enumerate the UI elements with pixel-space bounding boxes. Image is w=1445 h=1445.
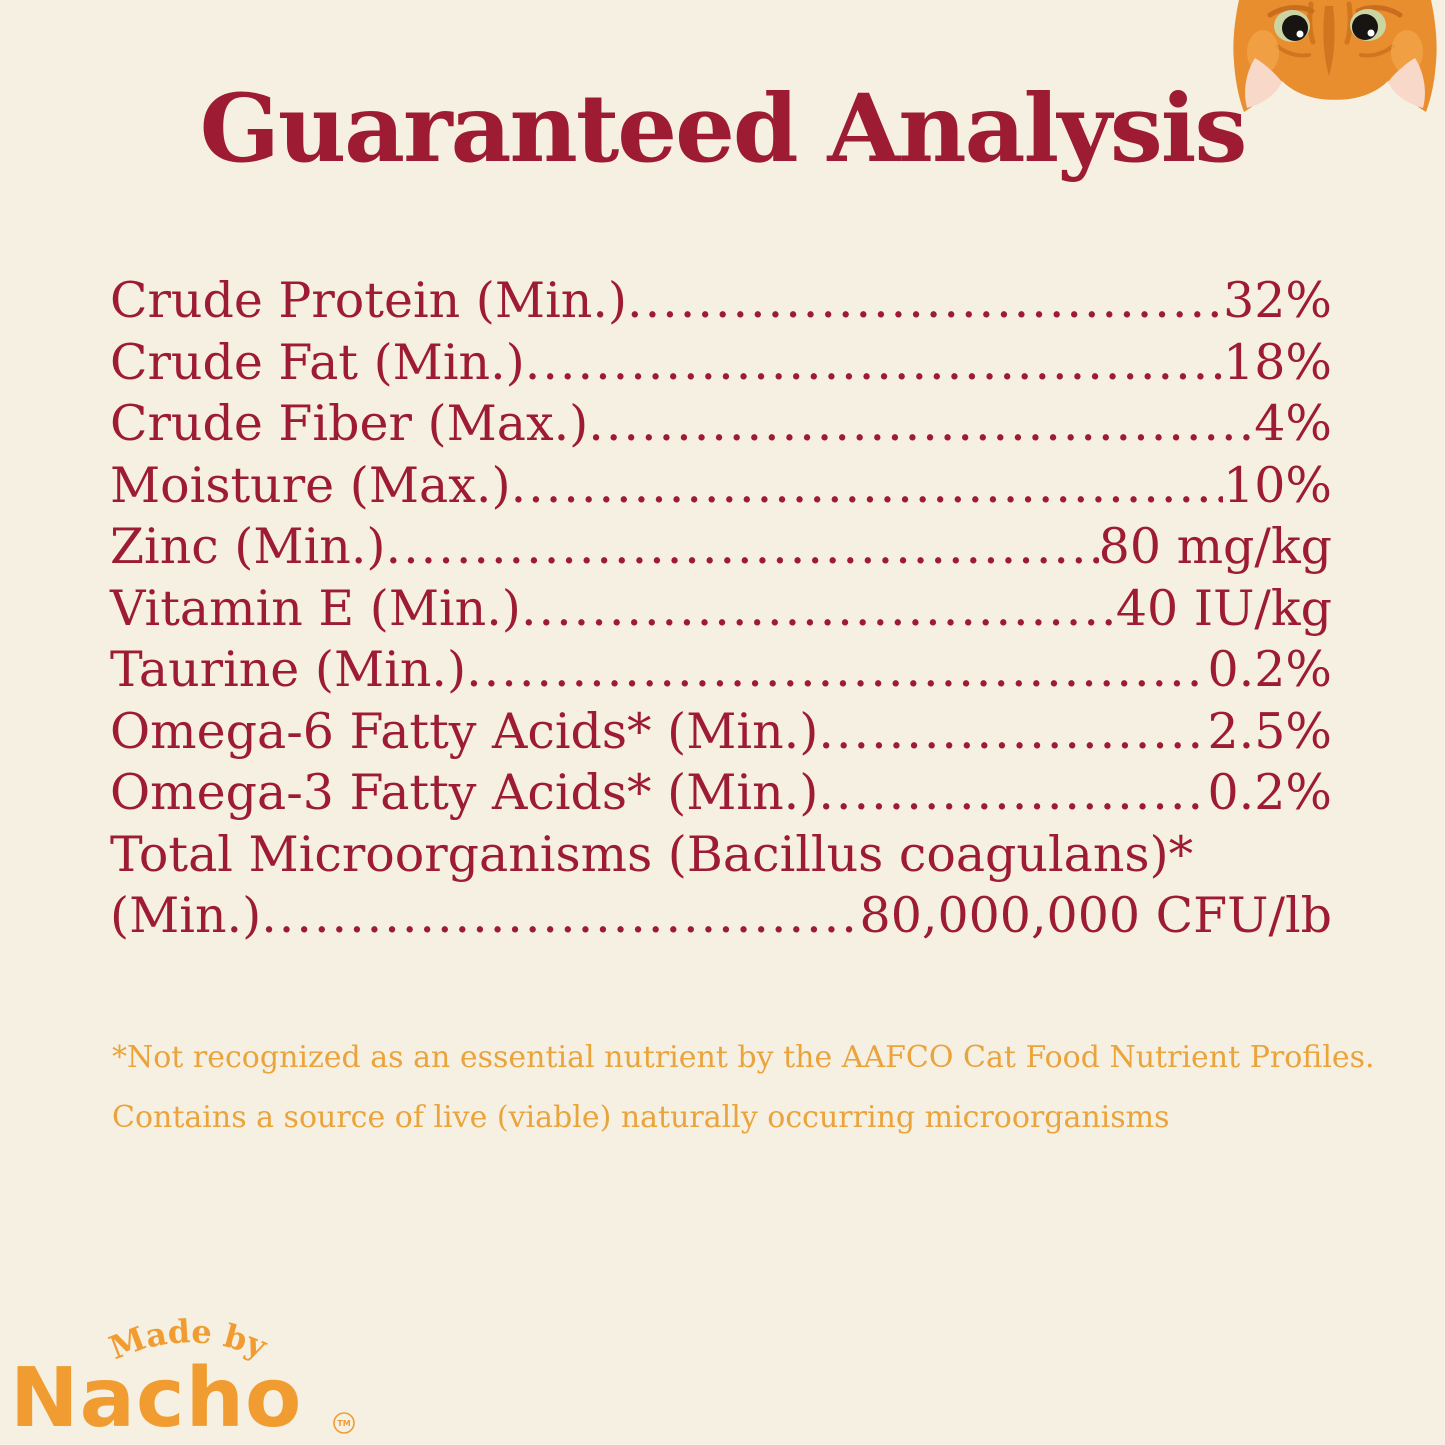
nutrient-row: Zinc (Min.) 80 mg/kg xyxy=(110,516,1332,578)
dot-leader xyxy=(511,455,1224,517)
nutrient-row: Omega-3 Fatty Acids* (Min.) 0.2% xyxy=(110,762,1332,824)
nutrient-label: Vitamin E (Min.) xyxy=(110,579,521,637)
nutrient-label: Crude Fat (Min.) xyxy=(110,333,525,391)
dot-leader xyxy=(466,639,1207,701)
nutrient-label: (Min.) xyxy=(110,887,262,944)
nutrient-row: (Min.) 80,000,000 CFU/lb xyxy=(110,885,1332,947)
nutrient-label: Zinc (Min.) xyxy=(110,518,386,575)
nutrient-row: Crude Fiber (Max.) 4% xyxy=(110,393,1332,455)
trademark-circle xyxy=(333,1412,355,1434)
nutrient-value: 10% xyxy=(1223,456,1332,514)
nutrient-value: 0.2% xyxy=(1207,764,1333,821)
nutrient-label: Total Microorganisms (Bacillus coagulans… xyxy=(110,825,1194,883)
nutrient-row: Vitamin E (Min.) 40 IU/kg xyxy=(110,578,1332,640)
dot-leader xyxy=(386,516,1099,578)
dot-leader xyxy=(588,393,1254,455)
nutrient-row: Crude Fat (Min.) 18% xyxy=(110,332,1332,394)
logo-brand-name: Nacho xyxy=(14,1351,302,1438)
nutrient-value: 80 mg/kg xyxy=(1098,518,1332,575)
nutrient-row: Crude Protein (Min.) 32% xyxy=(110,270,1332,332)
footnote-line-1: *Not recognized as an essential nutrient… xyxy=(112,1040,1375,1075)
nutrient-label: Crude Fiber (Max.) xyxy=(110,395,589,452)
dot-leader xyxy=(261,885,859,947)
nutrient-value: 4% xyxy=(1254,395,1332,452)
footnote-line-2: Contains a source of live (viable) natur… xyxy=(112,1100,1170,1135)
nutrient-row: Taurine (Min.) 0.2% xyxy=(110,639,1332,701)
page-title: Guaranteed Analysis xyxy=(199,74,1248,184)
nutrient-value: 18% xyxy=(1223,333,1332,391)
nutrient-label: Crude Protein (Min.) xyxy=(110,272,628,329)
nutrient-row: Total Microorganisms (Bacillus coagulans… xyxy=(110,824,1332,886)
nutrient-list: Crude Protein (Min.) 32% Crude Fat (Min.… xyxy=(110,270,1332,947)
dot-leader xyxy=(627,270,1223,332)
nutrient-value: 32% xyxy=(1223,272,1332,329)
nutrient-label: Omega-3 Fatty Acids* (Min.) xyxy=(110,764,819,821)
nutrient-value: 0.2% xyxy=(1207,641,1333,698)
nutrient-label: Moisture (Max.) xyxy=(110,456,511,514)
nutrient-label: Omega-6 Fatty Acids* (Min.) xyxy=(110,702,819,760)
cat-illustration-icon xyxy=(1233,0,1437,112)
nutrient-row: Omega-6 Fatty Acids* (Min.) 2.5% xyxy=(110,701,1332,763)
brand-logo: Made by Nacho TM xyxy=(14,1316,355,1438)
dot-leader xyxy=(525,332,1223,394)
nutrient-value: 2.5% xyxy=(1207,702,1333,760)
nutrient-row: Moisture (Max.) 10% xyxy=(110,455,1332,517)
nutrient-label: Taurine (Min.) xyxy=(110,641,467,698)
dot-leader xyxy=(818,762,1207,824)
nutrient-value: 80,000,000 CFU/lb xyxy=(859,887,1332,944)
trademark-symbol: TM xyxy=(337,1419,350,1428)
dot-leader xyxy=(818,701,1207,763)
nutrient-value: 40 IU/kg xyxy=(1115,579,1332,637)
dot-leader xyxy=(521,578,1116,640)
